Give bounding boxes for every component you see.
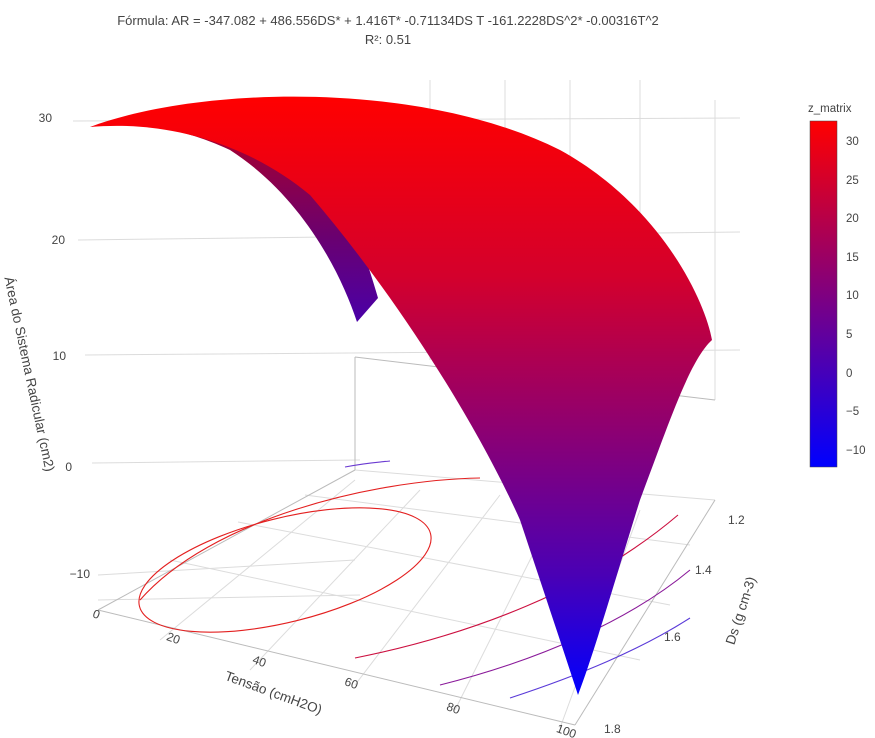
floor-contours [138, 460, 691, 699]
x-tick-20: 20 [165, 629, 183, 647]
colorbar: z_matrix 30 25 20 15 10 5 0 −5 −10 [808, 103, 866, 468]
surface-top [90, 96, 712, 696]
z-tick-minus10: −10 [70, 567, 91, 581]
y-axis-title: Ds (g cm-3) [723, 575, 759, 647]
contour-ellipse-inner [138, 507, 432, 633]
contour-mid1 [354, 514, 679, 659]
z-axis-ticks: 30 20 10 0 −10 [39, 111, 91, 581]
contour-back [344, 460, 391, 468]
cb-tick-0: 0 [846, 368, 852, 380]
x-tick-100: 100 [555, 721, 579, 738]
z-tick-10: 10 [53, 349, 67, 363]
y-tick-1-2: 1.2 [728, 513, 745, 527]
z-tick-0: 0 [65, 460, 72, 474]
contour-outer [139, 477, 481, 601]
y-tick-1-8: 1.8 [604, 722, 621, 736]
x-tick-60: 60 [343, 674, 361, 692]
cb-tick-25: 25 [846, 175, 859, 187]
chart-subtitle: R²: 0.51 [365, 32, 411, 47]
response-surface [90, 96, 712, 696]
x-tick-80: 80 [445, 699, 463, 717]
colorbar-title: z_matrix [808, 103, 852, 115]
x-axis-ticks: 0 20 40 60 80 100 [91, 607, 579, 738]
z-tick-30: 30 [39, 111, 53, 125]
contour-mid3 [509, 617, 691, 699]
z-tick-20: 20 [52, 233, 66, 247]
x-axis-title: Tensão (cmH2O) [223, 668, 324, 717]
cb-tick-minus5: −5 [846, 406, 859, 418]
cb-tick-minus10: −10 [846, 445, 866, 457]
colorbar-ticks: 30 25 20 15 10 5 0 −5 −10 [846, 136, 866, 457]
y-tick-1-4: 1.4 [695, 563, 712, 577]
colorbar-gradient [809, 120, 838, 468]
z-axis-title: Área do Sistema Radicular (cm2) [1, 275, 57, 473]
x-tick-0: 0 [91, 607, 102, 623]
cb-tick-10: 10 [846, 290, 859, 302]
chart-title: Fórmula: AR = -347.082 + 486.556DS* + 1.… [117, 13, 659, 28]
y-axis-ticks: 1.2 1.4 1.6 1.8 [604, 513, 745, 736]
cb-tick-15: 15 [846, 252, 859, 264]
x-tick-40: 40 [251, 652, 269, 670]
y-tick-1-6: 1.6 [664, 630, 681, 644]
cb-tick-20: 20 [846, 213, 859, 225]
cb-tick-5: 5 [846, 329, 852, 341]
cb-tick-30: 30 [846, 136, 859, 148]
